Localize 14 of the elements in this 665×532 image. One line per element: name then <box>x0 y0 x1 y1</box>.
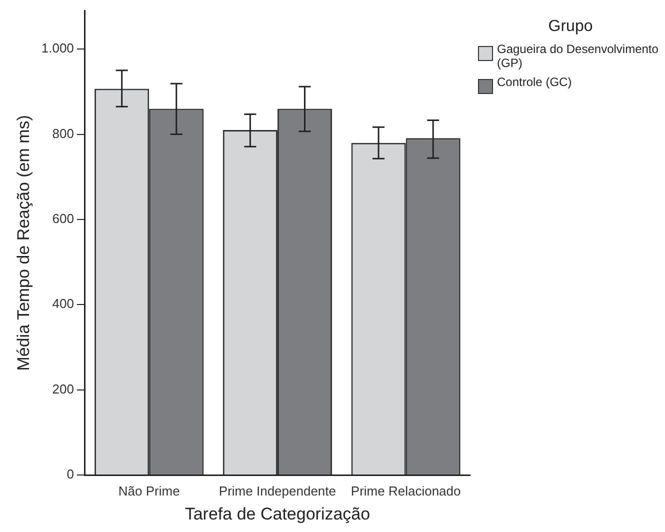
y-tick-label: 400 <box>52 296 74 312</box>
x-tick-label: Prime Relacionado <box>350 483 461 498</box>
y-tick-label: 0 <box>66 466 74 482</box>
y-tick-label: 200 <box>52 381 74 396</box>
x-tick-label: Não Prime <box>118 483 180 498</box>
y-tick-label: 800 <box>52 126 74 141</box>
x-tick-label: Prime Independente <box>218 483 336 498</box>
legend-label: Controle (GC) <box>497 75 572 89</box>
legend-label: Gagueira do Desenvolvimento (GP) <box>497 42 660 70</box>
y-axis-title: Média Tempo de Reação (em ms) <box>14 115 33 371</box>
legend-title: Grupo <box>547 18 594 36</box>
y-tick-label: 600 <box>52 211 74 226</box>
x-axis-title: Tarefa de Categorização <box>184 504 370 524</box>
y-tick-label: 1.000 <box>41 40 74 56</box>
